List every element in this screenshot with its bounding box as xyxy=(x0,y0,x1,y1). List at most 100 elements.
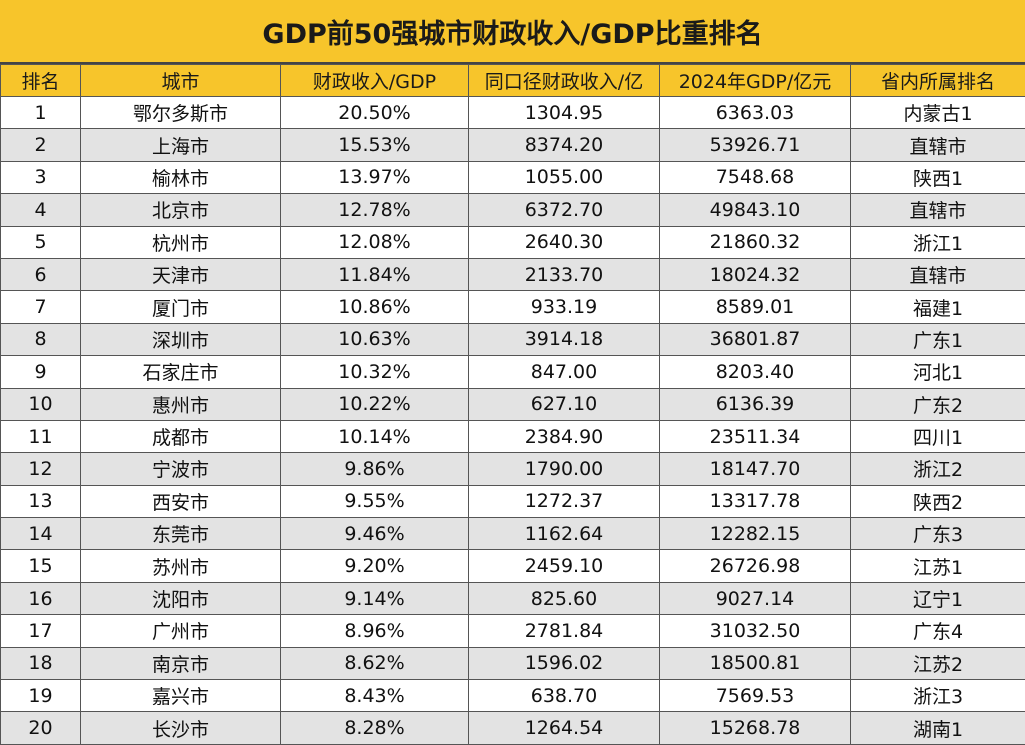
gdp-cell: 12282.15 xyxy=(660,518,851,550)
city-cell: 榆林市 xyxy=(81,161,281,193)
gdp-cell: 31032.50 xyxy=(660,615,851,647)
revenue-cell: 627.10 xyxy=(469,388,660,420)
gdp-cell: 6136.39 xyxy=(660,388,851,420)
rank-cell: 20 xyxy=(1,712,81,744)
province-rank-cell: 江苏2 xyxy=(851,647,1025,679)
revenue-cell: 8374.20 xyxy=(469,129,660,161)
header-province-rank: 省内所属排名 xyxy=(851,65,1025,97)
province-rank-cell: 江苏1 xyxy=(851,550,1025,582)
revenue-ratio-cell: 11.84% xyxy=(281,258,469,290)
gdp-cell: 9027.14 xyxy=(660,582,851,614)
revenue-ratio-cell: 9.55% xyxy=(281,485,469,517)
revenue-ratio-cell: 8.96% xyxy=(281,615,469,647)
province-rank-cell: 广东1 xyxy=(851,323,1025,355)
city-cell: 东莞市 xyxy=(81,518,281,550)
revenue-ratio-cell: 9.20% xyxy=(281,550,469,582)
revenue-ratio-cell: 13.97% xyxy=(281,161,469,193)
gdp-cell: 6363.03 xyxy=(660,97,851,129)
revenue-cell: 2384.90 xyxy=(469,420,660,452)
rank-cell: 6 xyxy=(1,258,81,290)
gdp-cell: 53926.71 xyxy=(660,129,851,161)
rank-cell: 3 xyxy=(1,161,81,193)
province-rank-cell: 福建1 xyxy=(851,291,1025,323)
revenue-ratio-cell: 10.63% xyxy=(281,323,469,355)
rank-cell: 13 xyxy=(1,485,81,517)
city-cell: 天津市 xyxy=(81,258,281,290)
city-cell: 苏州市 xyxy=(81,550,281,582)
revenue-cell: 1055.00 xyxy=(469,161,660,193)
city-cell: 长沙市 xyxy=(81,712,281,744)
revenue-cell: 638.70 xyxy=(469,680,660,712)
city-cell: 西安市 xyxy=(81,485,281,517)
revenue-ratio-cell: 9.14% xyxy=(281,582,469,614)
revenue-cell: 6372.70 xyxy=(469,194,660,226)
gdp-cell: 18024.32 xyxy=(660,258,851,290)
city-cell: 沈阳市 xyxy=(81,582,281,614)
rank-cell: 11 xyxy=(1,420,81,452)
gdp-cell: 23511.34 xyxy=(660,420,851,452)
rank-cell: 14 xyxy=(1,518,81,550)
revenue-cell: 1304.95 xyxy=(469,97,660,129)
header-revenue-ratio: 财政收入/GDP xyxy=(281,65,469,97)
page-title: GDP前50强城市财政收入/GDP比重排名 xyxy=(0,0,1025,64)
revenue-ratio-cell: 12.78% xyxy=(281,194,469,226)
revenue-ratio-cell: 9.86% xyxy=(281,453,469,485)
rank-cell: 12 xyxy=(1,453,81,485)
rank-cell: 5 xyxy=(1,226,81,258)
province-rank-cell: 直辖市 xyxy=(851,258,1025,290)
revenue-ratio-cell: 12.08% xyxy=(281,226,469,258)
revenue-cell: 2640.30 xyxy=(469,226,660,258)
revenue-cell: 1162.64 xyxy=(469,518,660,550)
city-cell: 石家庄市 xyxy=(81,356,281,388)
revenue-cell: 2133.70 xyxy=(469,258,660,290)
province-rank-cell: 内蒙古1 xyxy=(851,97,1025,129)
province-rank-cell: 浙江3 xyxy=(851,680,1025,712)
revenue-ratio-cell: 8.28% xyxy=(281,712,469,744)
revenue-ratio-cell: 10.22% xyxy=(281,388,469,420)
city-cell: 深圳市 xyxy=(81,323,281,355)
province-rank-cell: 陕西1 xyxy=(851,161,1025,193)
revenue-ratio-cell: 8.43% xyxy=(281,680,469,712)
header-rank: 排名 xyxy=(1,65,81,97)
rank-cell: 17 xyxy=(1,615,81,647)
city-cell: 嘉兴市 xyxy=(81,680,281,712)
city-cell: 成都市 xyxy=(81,420,281,452)
province-rank-cell: 直辖市 xyxy=(851,129,1025,161)
province-rank-cell: 浙江1 xyxy=(851,226,1025,258)
province-rank-cell: 广东2 xyxy=(851,388,1025,420)
revenue-cell: 1596.02 xyxy=(469,647,660,679)
city-cell: 广州市 xyxy=(81,615,281,647)
city-cell: 杭州市 xyxy=(81,226,281,258)
province-rank-cell: 陕西2 xyxy=(851,485,1025,517)
gdp-cell: 8589.01 xyxy=(660,291,851,323)
gdp-cell: 49843.10 xyxy=(660,194,851,226)
gdp-cell: 7569.53 xyxy=(660,680,851,712)
city-cell: 鄂尔多斯市 xyxy=(81,97,281,129)
province-rank-cell: 四川1 xyxy=(851,420,1025,452)
rank-cell: 7 xyxy=(1,291,81,323)
gdp-cell: 8203.40 xyxy=(660,356,851,388)
rank-cell: 18 xyxy=(1,647,81,679)
revenue-cell: 825.60 xyxy=(469,582,660,614)
revenue-ratio-cell: 15.53% xyxy=(281,129,469,161)
province-rank-cell: 广东3 xyxy=(851,518,1025,550)
gdp-cell: 36801.87 xyxy=(660,323,851,355)
revenue-cell: 1272.37 xyxy=(469,485,660,517)
header-gdp: 2024年GDP/亿元 xyxy=(660,65,851,97)
ranking-table: 排名 城市 财政收入/GDP 同口径财政收入/亿 2024年GDP/亿元 省内所… xyxy=(0,64,1025,745)
revenue-cell: 2459.10 xyxy=(469,550,660,582)
